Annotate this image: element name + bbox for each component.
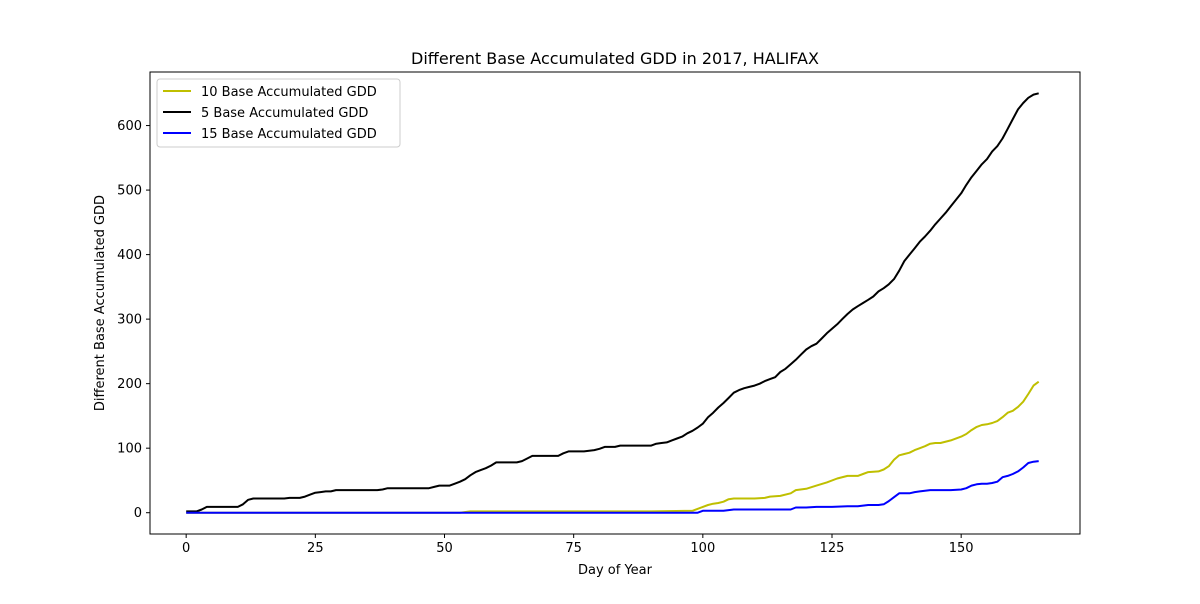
- x-axis-label: Day of Year: [578, 563, 653, 578]
- y-tick-label: 400: [117, 248, 142, 263]
- y-tick-label: 200: [117, 377, 142, 392]
- legend: 10 Base Accumulated GDD 5 Base Accumulate…: [156, 78, 401, 148]
- x-tick-label: 100: [690, 541, 715, 556]
- chart-title: Different Base Accumulated GDD in 2017, …: [411, 49, 819, 68]
- series-line-3: [186, 460, 1039, 514]
- y-tick-label: 0: [134, 506, 142, 521]
- y-tick-label: 500: [117, 184, 142, 199]
- x-tick-label: 0: [182, 541, 190, 556]
- legend-box: [156, 78, 401, 148]
- x-tick-label: 25: [307, 541, 324, 556]
- x-tick-label: 75: [565, 541, 582, 556]
- series-line-2: [186, 92, 1039, 513]
- x-tick-label: 150: [949, 541, 974, 556]
- series-line-1: [186, 380, 1040, 514]
- y-axis-label: Different Base Accumulated GDD: [93, 195, 108, 411]
- y-axis-ticks: 0 100 200 300 400 500 600: [117, 119, 150, 521]
- x-tick-label: 50: [436, 541, 453, 556]
- y-tick-label: 100: [117, 442, 142, 457]
- x-tick-label: 125: [820, 541, 845, 556]
- y-tick-label: 300: [117, 313, 142, 328]
- x-axis-ticks: 0 25 50 75 100 125 150: [182, 534, 974, 556]
- plot-frame: [149, 71, 1081, 535]
- legend-label-1: 10 Base Accumulated GDD: [201, 85, 377, 100]
- y-tick-label: 600: [117, 119, 142, 134]
- plot-lines: [186, 92, 1040, 514]
- legend-label-2: 5 Base Accumulated GDD: [201, 106, 368, 121]
- legend-label-3: 15 Base Accumulated GDD: [201, 127, 377, 142]
